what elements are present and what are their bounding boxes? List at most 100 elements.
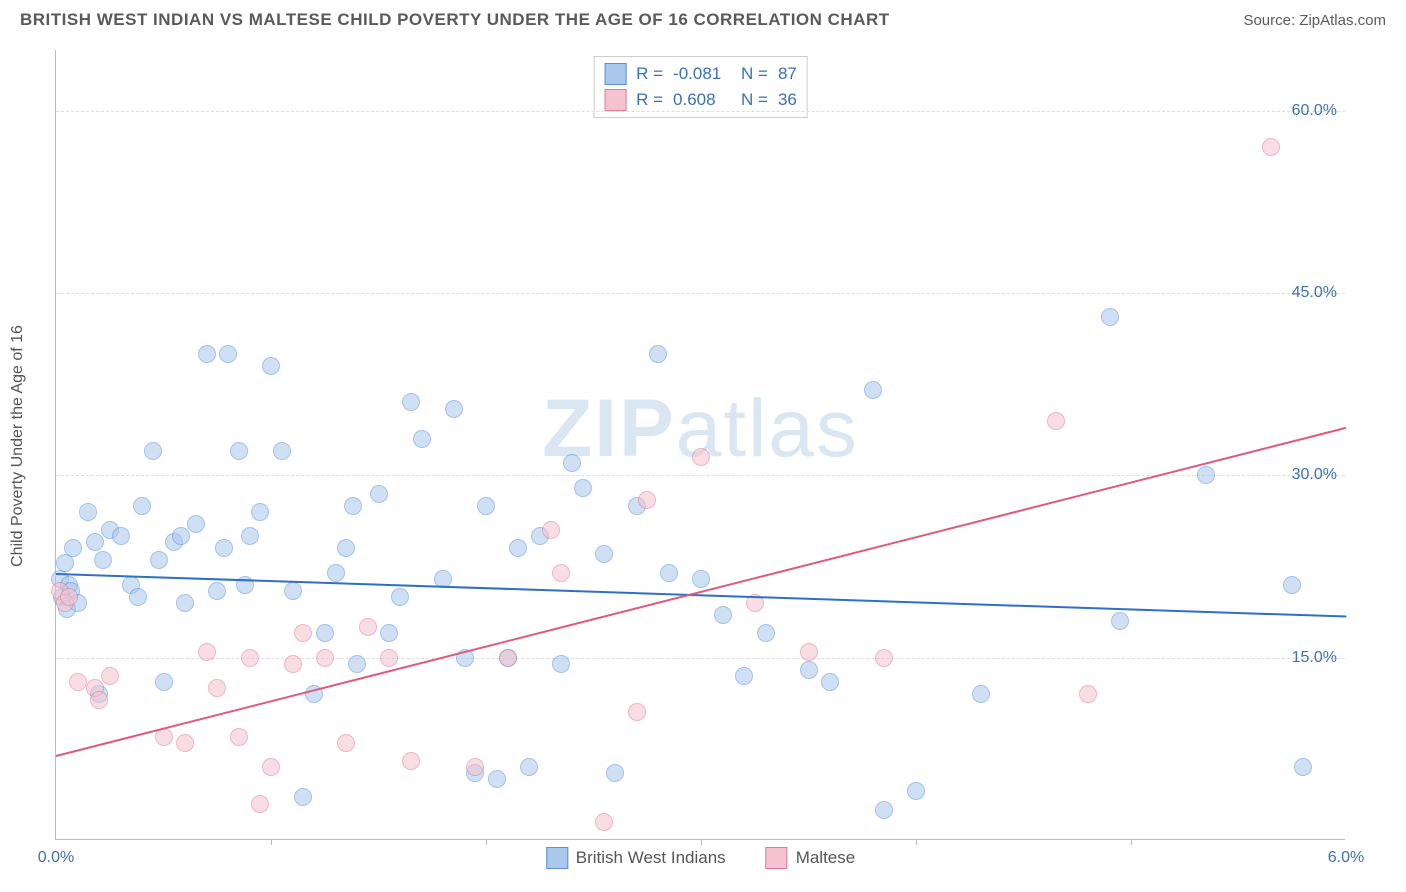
data-point (60, 588, 78, 606)
data-point (230, 442, 248, 460)
data-point (380, 649, 398, 667)
data-point (1079, 685, 1097, 703)
data-point (864, 381, 882, 399)
n-value-2: 36 (778, 90, 797, 110)
data-point (552, 564, 570, 582)
data-point (574, 479, 592, 497)
grid-line (56, 293, 1345, 294)
x-tick-minor (271, 839, 272, 845)
grid-line (56, 111, 1345, 112)
data-point (176, 734, 194, 752)
data-point (628, 703, 646, 721)
data-point (370, 485, 388, 503)
data-point (79, 503, 97, 521)
x-tick-label: 6.0% (1328, 849, 1364, 867)
data-point (692, 570, 710, 588)
y-tick-label: 60.0% (1292, 102, 1337, 120)
data-point (86, 533, 104, 551)
data-point (391, 588, 409, 606)
data-point (1294, 758, 1312, 776)
data-point (316, 624, 334, 642)
data-point (445, 400, 463, 418)
data-point (251, 795, 269, 813)
data-point (219, 345, 237, 363)
data-point (402, 752, 420, 770)
watermark-part1: ZIP (542, 383, 676, 474)
stats-row-1: R = -0.081 N = 87 (604, 61, 797, 87)
stats-box: R = -0.081 N = 87 R = 0.608 N = 36 (593, 56, 808, 118)
chart-title: BRITISH WEST INDIAN VS MALTESE CHILD POV… (20, 10, 890, 30)
data-point (735, 667, 753, 685)
y-tick-label: 30.0% (1292, 466, 1337, 484)
data-point (101, 667, 119, 685)
data-point (155, 673, 173, 691)
data-point (595, 545, 613, 563)
r-value-1: -0.081 (673, 64, 731, 84)
data-point (499, 649, 517, 667)
data-point (800, 661, 818, 679)
data-point (477, 497, 495, 515)
data-point (198, 643, 216, 661)
data-point (552, 655, 570, 673)
legend: British West Indians Maltese (546, 847, 855, 869)
data-point (649, 345, 667, 363)
data-point (1101, 308, 1119, 326)
data-point (907, 782, 925, 800)
legend-item-1: British West Indians (546, 847, 726, 869)
data-point (337, 539, 355, 557)
data-point (273, 442, 291, 460)
data-point (638, 491, 656, 509)
data-point (241, 527, 259, 545)
data-point (64, 539, 82, 557)
data-point (692, 448, 710, 466)
n-label: N = (741, 90, 768, 110)
data-point (757, 624, 775, 642)
r-label: R = (636, 64, 663, 84)
data-point (402, 393, 420, 411)
data-point (800, 643, 818, 661)
data-point (1262, 138, 1280, 156)
data-point (284, 582, 302, 600)
data-point (176, 594, 194, 612)
data-point (875, 649, 893, 667)
data-point (348, 655, 366, 673)
data-point (520, 758, 538, 776)
data-point (187, 515, 205, 533)
y-tick-label: 15.0% (1292, 649, 1337, 667)
data-point (112, 527, 130, 545)
y-axis-title: Child Poverty Under the Age of 16 (9, 325, 27, 567)
x-tick-label: 0.0% (38, 849, 74, 867)
scatter-chart: ZIPatlas R = -0.081 N = 87 R = 0.608 N =… (55, 50, 1345, 840)
data-point (606, 764, 624, 782)
legend-label-1: British West Indians (576, 848, 726, 868)
data-point (150, 551, 168, 569)
data-point (875, 801, 893, 819)
r-label: R = (636, 90, 663, 110)
stats-swatch-2 (604, 89, 626, 111)
data-point (542, 521, 560, 539)
data-point (595, 813, 613, 831)
r-value-2: 0.608 (673, 90, 731, 110)
legend-swatch-2 (766, 847, 788, 869)
x-tick-minor (486, 839, 487, 845)
data-point (1283, 576, 1301, 594)
data-point (294, 788, 312, 806)
data-point (972, 685, 990, 703)
data-point (133, 497, 151, 515)
data-point (337, 734, 355, 752)
data-point (94, 551, 112, 569)
data-point (1047, 412, 1065, 430)
data-point (380, 624, 398, 642)
stats-row-2: R = 0.608 N = 36 (604, 87, 797, 113)
data-point (316, 649, 334, 667)
legend-item-2: Maltese (766, 847, 856, 869)
stats-swatch-1 (604, 63, 626, 85)
data-point (284, 655, 302, 673)
y-tick-label: 45.0% (1292, 284, 1337, 302)
data-point (466, 758, 484, 776)
data-point (241, 649, 259, 667)
data-point (344, 497, 362, 515)
data-point (129, 588, 147, 606)
data-point (327, 564, 345, 582)
data-point (230, 728, 248, 746)
